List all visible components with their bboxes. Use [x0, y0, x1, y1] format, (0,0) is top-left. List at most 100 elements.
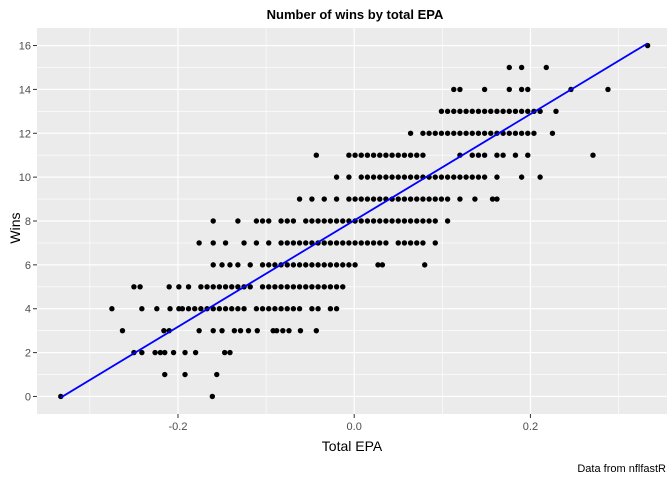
data-point [303, 284, 309, 290]
data-point [506, 64, 512, 71]
data-point [327, 218, 334, 224]
data-point [414, 174, 420, 180]
data-point [375, 262, 381, 268]
data-point [488, 108, 494, 115]
data-point [414, 240, 420, 246]
data-point [333, 218, 340, 224]
y-tick-label: 0 [25, 391, 31, 403]
data-point [370, 218, 377, 224]
data-point [475, 152, 482, 158]
data-point [333, 262, 340, 268]
data-point [463, 174, 469, 180]
data-point [313, 152, 320, 158]
data-point [352, 152, 358, 158]
data-point [364, 196, 371, 202]
data-point [309, 284, 315, 290]
data-point [241, 306, 247, 312]
data-point [182, 371, 188, 378]
data-point [451, 174, 457, 180]
y-axis-ticks: 0 2 4 6 8 10 12 14 16 [19, 41, 37, 403]
data-point [235, 218, 241, 224]
data-point [481, 108, 488, 115]
data-point [414, 218, 420, 224]
data-point [214, 371, 220, 378]
data-point [346, 262, 352, 268]
data-point [272, 284, 278, 290]
data-point [278, 306, 284, 312]
data-point [346, 196, 352, 202]
y-axis-label: Wins [7, 212, 23, 243]
data-point [377, 240, 383, 246]
data-point [358, 152, 364, 158]
data-point [395, 196, 401, 202]
data-point [303, 240, 309, 246]
data-point [481, 130, 488, 136]
data-point [266, 218, 272, 224]
data-point [247, 284, 253, 290]
data-point [284, 240, 290, 246]
data-point [315, 284, 321, 290]
data-point [346, 174, 352, 180]
data-point [284, 284, 290, 290]
data-point [432, 240, 438, 246]
data-point [438, 130, 445, 136]
data-point [463, 108, 469, 115]
data-point [313, 327, 320, 334]
data-point [309, 196, 315, 202]
data-point [475, 174, 482, 180]
data-point [605, 86, 611, 93]
data-point [152, 349, 158, 356]
data-point [401, 196, 408, 202]
data-point [154, 306, 160, 312]
data-point [543, 64, 549, 71]
data-point [247, 262, 253, 268]
data-point [432, 218, 438, 224]
data-point [333, 306, 340, 312]
data-point [379, 262, 386, 268]
data-point [245, 327, 252, 334]
data-point [170, 349, 177, 356]
data-point [444, 130, 451, 136]
data-point [451, 108, 457, 115]
data-point [219, 327, 225, 334]
data-point [58, 393, 64, 400]
data-point [241, 240, 247, 246]
data-point [198, 306, 204, 312]
data-point [395, 218, 401, 224]
data-point [518, 86, 525, 93]
data-point [420, 130, 426, 136]
data-point [166, 284, 172, 290]
data-point [407, 152, 414, 158]
data-point [451, 86, 457, 93]
data-point [192, 349, 199, 356]
data-point [506, 86, 512, 93]
data-point [109, 306, 115, 312]
data-point [157, 349, 164, 356]
data-point [370, 196, 377, 202]
data-point [512, 152, 519, 158]
data-point [219, 262, 225, 268]
y-tick-label: 6 [25, 260, 31, 272]
data-point [488, 130, 494, 136]
x-axis-ticks: -0.2 0.0 0.2 [168, 414, 538, 433]
data-point [469, 108, 475, 115]
data-point [278, 240, 284, 246]
data-point [284, 218, 290, 224]
data-point [309, 218, 315, 224]
data-point [401, 240, 408, 246]
data-point [370, 152, 377, 158]
data-point [364, 152, 371, 158]
data-point [370, 174, 377, 180]
trend-line [60, 42, 649, 399]
data-point [463, 130, 469, 136]
data-point [161, 327, 167, 334]
data-point [185, 284, 192, 290]
data-point [420, 152, 426, 158]
data-point [272, 306, 278, 312]
data-point [209, 393, 216, 400]
data-point [426, 218, 432, 224]
data-point [472, 196, 478, 202]
data-point [254, 327, 260, 334]
data-point [131, 284, 137, 290]
y-tick-label: 14 [19, 84, 31, 96]
